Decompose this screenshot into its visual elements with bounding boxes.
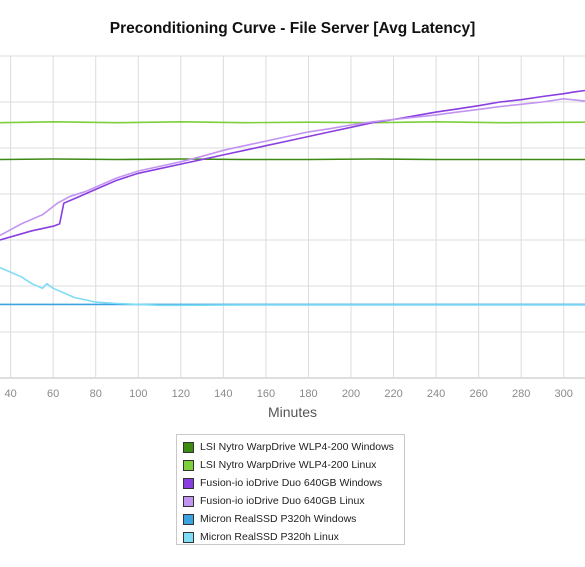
x-tick-label: 160 (257, 388, 275, 400)
chart-title: Preconditioning Curve - File Server [Avg… (109, 20, 476, 37)
legend-swatch (183, 531, 194, 543)
legend-label: Fusion-io ioDrive Duo 640GB Linux (200, 495, 365, 507)
legend-label: Micron RealSSD P320h Windows (200, 513, 357, 525)
x-tick-label: 140 (214, 388, 232, 400)
x-tick-label: 120 (172, 388, 190, 400)
x-tick-label: 240 (427, 388, 445, 400)
legend: LSI Nytro WarpDrive WLP4-200 Windows LSI … (176, 434, 405, 545)
series-lines (0, 89, 585, 307)
legend-item: Fusion-io ioDrive Duo 640GB Linux (183, 492, 404, 510)
series-line-3 (0, 89, 585, 241)
x-tick-label: 100 (129, 388, 147, 400)
x-tick-label: 260 (469, 388, 487, 400)
legend-swatch (183, 477, 194, 489)
legend-item: LSI Nytro WarpDrive WLP4-200 Linux (183, 456, 404, 474)
legend-label: Fusion-io ioDrive Duo 640GB Windows (200, 477, 383, 489)
series-line-1 (0, 158, 585, 161)
x-tick-label: 200 (342, 388, 360, 400)
x-tick-label: 80 (90, 388, 102, 400)
x-tick-label: 40 (5, 388, 17, 400)
series-line-2 (0, 121, 585, 124)
legend-item: LSI Nytro WarpDrive WLP4-200 Windows (183, 438, 404, 456)
legend-swatch (183, 459, 194, 471)
gridlines (0, 55, 585, 379)
x-axis-label: Minutes (267, 404, 318, 420)
x-tick-label: 280 (512, 388, 530, 400)
legend-label: LSI Nytro WarpDrive WLP4-200 Windows (200, 441, 394, 453)
x-tick-label: 180 (299, 388, 317, 400)
x-tick-label: 60 (47, 388, 59, 400)
x-tick-label: 300 (555, 388, 573, 400)
legend-swatch (183, 495, 194, 507)
legend-item: Micron RealSSD P320h Windows (183, 510, 404, 528)
x-tick-label: 220 (384, 388, 402, 400)
legend-label: Micron RealSSD P320h Linux (200, 531, 339, 543)
legend-label: LSI Nytro WarpDrive WLP4-200 Linux (200, 459, 377, 471)
legend-item: Micron RealSSD P320h Linux (183, 528, 404, 546)
legend-swatch (183, 441, 194, 453)
series-line-4 (0, 98, 585, 237)
legend-swatch (183, 513, 194, 525)
legend-item: Fusion-io ioDrive Duo 640GB Windows (183, 474, 404, 492)
x-tick-labels: 40 60 80 100 120 140 160 180 200 220 240 260 280 300 (5, 388, 573, 400)
series-line-6 (0, 266, 585, 307)
